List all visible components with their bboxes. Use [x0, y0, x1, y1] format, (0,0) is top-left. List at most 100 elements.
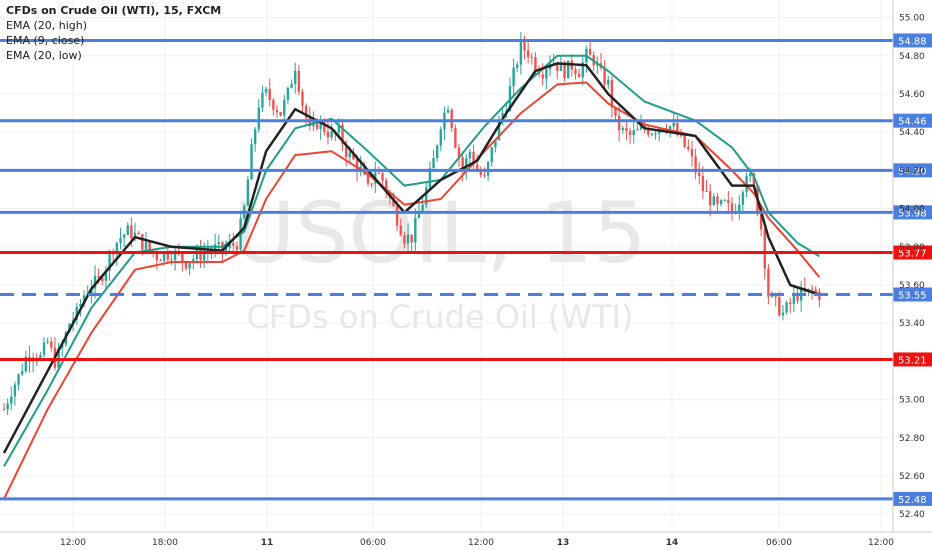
time-axis[interactable]: 12:00 18:00 11 06:00 12:00 13 14 06:00 12:00	[60, 538, 894, 548]
candle-body	[253, 129, 257, 145]
candle-body	[512, 67, 515, 87]
candle-body	[483, 175, 486, 177]
price-axis[interactable]: 55.00 54.80 54.60 54.40 54.20 54.00 53.80 53.60…	[899, 14, 925, 521]
candle-body	[607, 79, 610, 85]
candle-body	[698, 172, 701, 177]
time-tick-label: 13	[557, 538, 570, 548]
watermark-symbol: USOIL, 15	[234, 184, 647, 282]
candle-body	[235, 245, 239, 250]
candle-body	[337, 125, 341, 133]
candle-body	[417, 213, 421, 219]
candle-body	[428, 168, 432, 188]
candle-body	[789, 302, 792, 304]
candle-body	[159, 260, 162, 262]
candle-body	[763, 229, 766, 269]
legend-title[interactable]: CFDs on Crude Oil (WTI), 15, FXCM	[6, 4, 222, 17]
candle-body	[610, 79, 614, 108]
candle-body	[377, 172, 381, 174]
candle-body	[381, 173, 384, 181]
candle-body	[574, 69, 577, 74]
candle-body	[101, 277, 104, 281]
price-tick-label: 54.40	[899, 128, 925, 138]
candle-body	[796, 295, 799, 301]
candle-body	[745, 176, 748, 193]
candle-body	[516, 64, 519, 68]
candle-body	[672, 123, 675, 127]
candle-body	[636, 129, 639, 131]
candle-body	[181, 252, 184, 262]
candle-body	[166, 252, 169, 260]
candle-body	[162, 252, 166, 261]
candle-body	[42, 342, 46, 355]
candle-body	[687, 146, 690, 150]
candle-body	[556, 64, 559, 71]
candle-body	[290, 83, 293, 88]
candle-body	[476, 164, 479, 171]
candle-body	[184, 261, 188, 269]
candle-body	[545, 69, 548, 79]
candle-body	[6, 403, 9, 410]
price-tick-label: 53.40	[899, 319, 925, 329]
level-price-label: 54.88	[898, 36, 927, 47]
candle-body	[104, 270, 108, 281]
candle-body	[315, 120, 319, 129]
candle-body	[810, 288, 814, 290]
candle-body	[366, 174, 370, 184]
legend-ema-20-high[interactable]: EMA (20, high)	[6, 19, 88, 32]
legend: CFDs on Crude Oil (WTI), 15, FXCM EMA (2…	[6, 3, 221, 63]
candle-body	[348, 152, 351, 158]
candle-body	[425, 187, 428, 205]
candle-body	[217, 242, 220, 245]
price-tick-label: 53.80	[899, 243, 925, 253]
candle-body	[126, 225, 129, 235]
candle-body	[261, 92, 264, 108]
candle-body	[421, 204, 424, 214]
candle-body	[439, 129, 442, 146]
candle-body	[323, 122, 326, 132]
candle-body	[137, 232, 140, 235]
level-price-label: 53.21	[898, 355, 927, 366]
candle-body	[661, 128, 665, 131]
candle-body	[279, 112, 282, 116]
candle-body	[567, 60, 570, 79]
candle-body	[461, 157, 464, 171]
candle-body	[639, 125, 643, 130]
price-tick-label: 52.40	[899, 510, 925, 520]
candle-body	[148, 241, 151, 251]
legend-ema-9-close[interactable]: EMA (9, close)	[6, 34, 85, 47]
candle-body	[410, 234, 413, 243]
grid	[0, 0, 893, 532]
level-price-tag	[893, 245, 932, 260]
candle-body	[749, 173, 752, 177]
candle-body	[122, 234, 126, 238]
price-tick-label: 54.00	[899, 205, 925, 215]
candle-body	[330, 131, 333, 138]
candle-body	[199, 250, 202, 261]
candle-body	[414, 218, 417, 243]
candle-body	[730, 203, 734, 213]
candle-body	[406, 234, 410, 244]
candle-body	[781, 312, 785, 316]
candle-body	[10, 396, 13, 404]
candle-body	[399, 225, 402, 236]
candle-body	[57, 347, 60, 368]
candle-body	[738, 204, 741, 212]
candle-body	[446, 109, 450, 113]
candle-body	[257, 107, 260, 130]
candle-body	[93, 275, 97, 289]
level-price-tag	[893, 352, 932, 367]
level-price-tag	[893, 33, 932, 48]
candle-body	[283, 99, 286, 116]
candle-body	[632, 130, 635, 136]
candle-body	[250, 144, 253, 180]
candle-body	[17, 374, 20, 385]
time-tick-label: 18:00	[152, 538, 178, 548]
candle-body	[719, 200, 723, 205]
legend-ema-20-low[interactable]: EMA (20, low)	[6, 49, 82, 62]
price-tick-label: 54.20	[899, 166, 925, 176]
candle-body	[341, 125, 344, 145]
candle-body	[723, 200, 726, 202]
candle-body	[465, 158, 468, 171]
price-tick-label: 52.80	[899, 434, 925, 444]
